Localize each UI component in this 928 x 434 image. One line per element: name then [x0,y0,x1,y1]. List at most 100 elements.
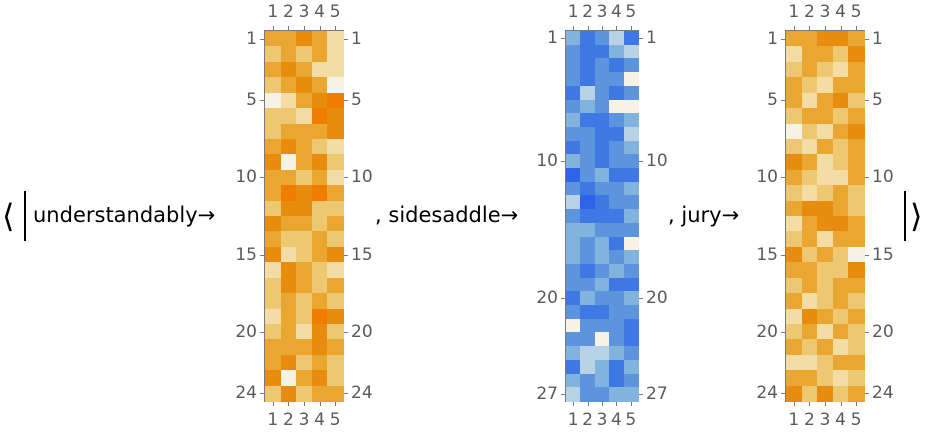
matrix-cell [280,138,297,155]
column-tick-label-top: 2 [582,2,593,22]
matrix-cell [848,200,865,217]
column-tick-label-bottom: 1 [567,410,579,430]
matrix-cell [609,346,625,361]
matrix-cell [580,373,596,388]
matrix-cell [566,31,581,46]
matrix-cell [623,58,639,73]
matrix-cell [786,262,803,279]
matrix-cell [786,46,803,63]
matrix-cell [280,370,297,387]
matrix-cell [566,291,581,306]
matrix-cell [566,222,581,238]
matrix-cell [609,332,625,347]
matrix-cell [280,154,297,171]
matrix-cell [832,169,849,186]
matrix-cell [280,246,297,263]
matrix-cell [594,140,610,155]
matrix-cell [327,61,344,78]
column-tick-mark [319,26,321,30]
matrix-cell [801,138,818,155]
matrix-cell [311,169,328,186]
matrix-cell [832,92,849,109]
matrix-cell [801,323,818,340]
matrix-cell [311,339,328,356]
matrix-cell [609,113,625,128]
row-tick-label-left: 5 [767,90,778,111]
matrix-cell [566,44,581,59]
column-tick-label-bottom: 1 [788,410,800,430]
matrix-cell [609,305,625,320]
matrix-cell [580,318,596,334]
matrix-cell [311,354,328,371]
column-tick-label-bottom: 5 [329,410,341,430]
matrix-cell [801,246,818,263]
matrix-cell [327,138,344,155]
matrix-cell [848,354,865,371]
matrix-cell [311,108,328,125]
matrix-cell [801,46,818,63]
matrix-cell [566,195,581,210]
row-tick-label-left: 10 [536,151,558,172]
matrix-cell [817,308,834,325]
matrix-cell [786,77,803,94]
matrix-cell [786,92,803,109]
row-tick-mark [781,254,785,256]
matrix-cell [311,92,328,109]
matrix-cell [265,138,282,155]
row-tick-label-right: 15 [872,244,894,265]
matrix-cell [832,185,849,202]
matrix-cell [327,123,344,140]
row-tick-mark [781,177,785,179]
matrix-cell [327,185,344,202]
row-tick-mark [865,38,869,40]
matrix-cell [280,61,297,78]
row-tick-label-right: 20 [646,288,668,309]
entry-1-label-group: understandably→ [33,203,215,227]
matrix-cell [623,126,639,142]
matrix-cell [609,209,625,224]
matrix-cell [311,246,328,263]
matrix-cell [817,231,834,248]
matrix-cell [832,200,849,217]
matrix-cell [265,77,282,94]
matrix-cell [609,263,625,279]
column-tick-label-bottom: 2 [282,410,294,430]
matrix-cell [801,123,818,140]
matrix-cell [280,185,297,202]
matrix-cell [327,154,344,171]
matrix-cell [265,154,282,171]
matrix-cell [594,277,610,292]
matrix-cell [580,387,596,402]
matrix-cell [580,195,596,210]
matrix-cell [609,154,625,169]
entry-2-key: sidesaddle [388,203,501,227]
matrix-cell [327,169,344,186]
row-tick-mark [260,393,264,395]
matrix-cell [609,168,625,183]
matrix-cell [817,293,834,310]
matrix-cell [623,346,639,361]
column-tick-label-bottom: 5 [625,410,637,430]
matrix-cell [311,61,328,78]
matrix-cell [265,169,282,186]
matrix-cell [327,108,344,125]
matrix-cell [594,373,610,388]
row-tick-mark [344,177,348,179]
column-tick-label-bottom: 4 [314,410,325,430]
matrix-cell [311,138,328,155]
matrix-cell [623,250,639,265]
matrix-cell [801,185,818,202]
matrix-cell [786,308,803,325]
matrix-cell [848,262,865,279]
matrix-cell [265,46,282,63]
row-tick-label-left: 1 [767,28,778,49]
matrix-cell [801,354,818,371]
matrix-cell [566,236,581,251]
matrix-cell [817,246,834,263]
row-tick-mark [865,100,869,102]
matrix-cell [786,354,803,371]
matrix-cell [832,154,849,171]
matrix-cell [817,185,834,202]
matrix-cell [580,181,596,197]
matrix-cell [609,236,625,251]
